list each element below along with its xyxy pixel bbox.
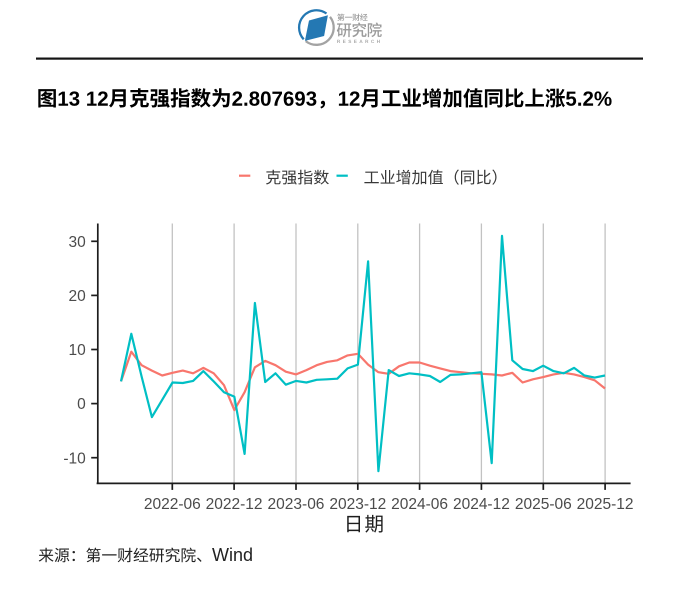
- svg-text:20: 20: [69, 288, 87, 305]
- svg-text:2025-12: 2025-12: [577, 496, 634, 513]
- svg-text:2023-06: 2023-06: [268, 496, 325, 513]
- svg-text:2024-12: 2024-12: [453, 496, 510, 513]
- svg-text:2024-06: 2024-06: [391, 496, 448, 513]
- svg-text:2022-06: 2022-06: [144, 496, 201, 513]
- svg-text:0: 0: [77, 396, 86, 413]
- svg-text:Wind: Wind: [212, 545, 253, 565]
- svg-text:2022-12: 2022-12: [206, 496, 263, 513]
- svg-text:2025-06: 2025-06: [515, 496, 572, 513]
- svg-text:10: 10: [69, 342, 87, 359]
- svg-text:30: 30: [69, 234, 87, 251]
- svg-text:2023-12: 2023-12: [329, 496, 386, 513]
- svg-text:-10: -10: [63, 450, 86, 467]
